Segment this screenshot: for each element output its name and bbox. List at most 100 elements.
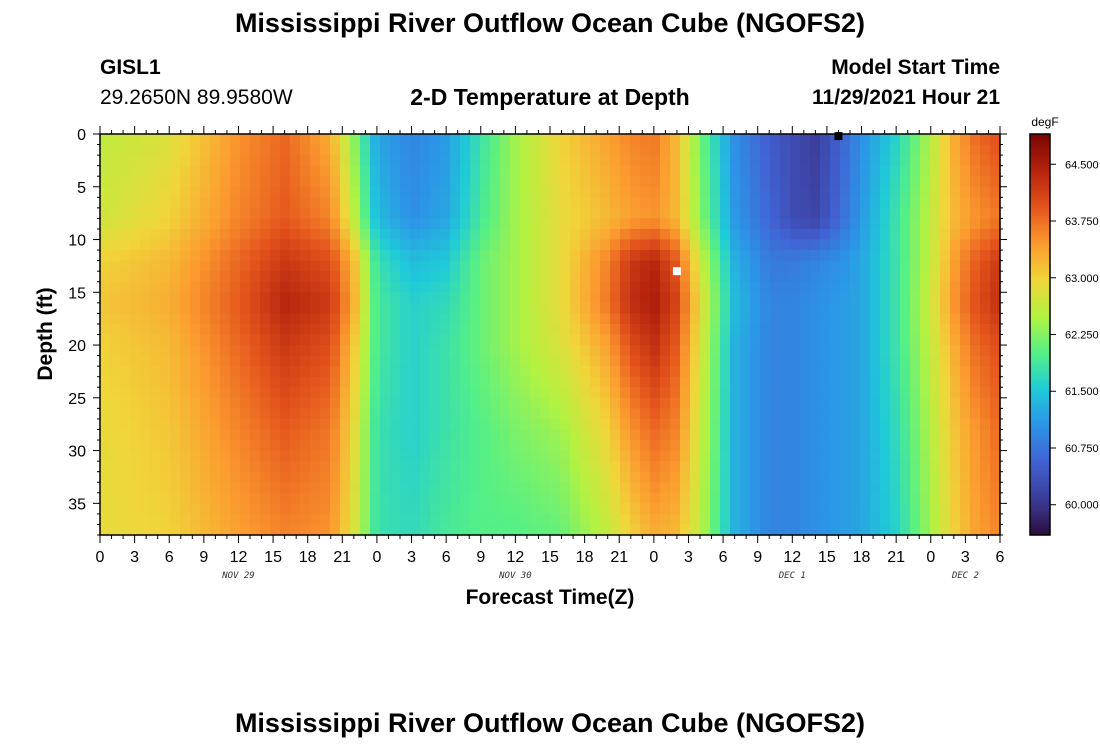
heatmap-cell	[460, 186, 471, 198]
heatmap-cell	[450, 218, 461, 230]
heatmap-cell	[850, 228, 861, 241]
heatmap-cell	[140, 397, 151, 409]
heatmap-cell	[910, 281, 921, 293]
heatmap-cell	[370, 271, 381, 283]
heatmap-cell	[650, 197, 661, 209]
heatmap-cell	[970, 155, 981, 167]
heatmap-cell	[600, 197, 611, 209]
heatmap-cell	[720, 165, 731, 177]
heatmap-cell	[240, 218, 251, 230]
heatmap-cell	[430, 186, 441, 198]
heatmap-cell	[530, 524, 541, 536]
heatmap-cell	[810, 513, 821, 526]
heatmap-cell	[260, 450, 271, 462]
heatmap-cell	[340, 418, 351, 431]
heatmap-cell	[250, 250, 261, 262]
heatmap-cell	[400, 366, 411, 378]
heatmap-cell	[920, 176, 931, 188]
heatmap-cell	[410, 408, 421, 420]
heatmap-cell	[610, 334, 621, 346]
heatmap-cell	[990, 397, 1001, 409]
heatmap-cell	[130, 513, 141, 526]
heatmap-cell	[760, 228, 771, 241]
heatmap-cell	[280, 165, 291, 177]
heatmap-cell	[420, 313, 431, 325]
heatmap-cell	[340, 376, 351, 388]
heatmap-cell	[780, 366, 791, 378]
heatmap-cell	[230, 387, 241, 399]
heatmap-cell	[390, 165, 401, 177]
heatmap-cell	[670, 302, 681, 314]
heatmap-cell	[630, 134, 641, 146]
heatmap-cell	[130, 450, 141, 462]
heatmap-cell	[410, 155, 421, 167]
heatmap-cell	[200, 345, 211, 357]
heatmap-cell	[810, 387, 821, 399]
heatmap-cell	[840, 450, 851, 462]
heatmap-cell	[160, 218, 171, 230]
heatmap-cell	[790, 313, 801, 325]
heatmap-cell	[450, 155, 461, 167]
heatmap-cell	[570, 418, 581, 431]
heatmap-cell	[310, 271, 321, 283]
heatmap-cell	[210, 228, 221, 241]
heatmap-cell	[290, 292, 301, 304]
heatmap-cell	[940, 345, 951, 357]
heatmap-cell	[620, 345, 631, 357]
heatmap-cell	[850, 397, 861, 409]
heatmap-cell	[260, 387, 271, 399]
heatmap-cell	[890, 271, 901, 283]
heatmap-cell	[650, 302, 661, 314]
heatmap-cell	[340, 134, 351, 146]
heatmap-cell	[120, 450, 131, 462]
heatmap-cell	[340, 281, 351, 293]
heatmap-cell	[660, 461, 671, 473]
heatmap-cell	[310, 418, 321, 431]
heatmap-cell	[920, 366, 931, 378]
heatmap-cell	[960, 197, 971, 209]
heatmap-cell	[850, 218, 861, 230]
heatmap-cell	[600, 376, 611, 388]
heatmap-cell	[130, 376, 141, 388]
heatmap-cell	[490, 323, 501, 336]
heatmap-cell	[820, 503, 831, 515]
heatmap-cell	[710, 387, 721, 399]
heatmap-cell	[520, 461, 531, 473]
heatmap-cell	[100, 176, 111, 188]
heatmap-cell	[350, 302, 361, 314]
heatmap-cell	[900, 302, 911, 314]
heatmap-cell	[290, 482, 301, 494]
x-tick-label: 18	[576, 549, 594, 566]
heatmap-cell	[720, 513, 731, 526]
heatmap-cell	[250, 144, 261, 156]
heatmap-cell	[120, 239, 131, 251]
heatmap-cell	[480, 323, 491, 336]
heatmap-cell	[300, 207, 311, 220]
heatmap-cell	[570, 313, 581, 325]
heatmap-cell	[640, 313, 651, 325]
heatmap-cell	[510, 376, 521, 388]
heatmap-cell	[230, 482, 241, 494]
heatmap-cell	[730, 450, 741, 462]
heatmap-cell	[420, 292, 431, 304]
heatmap-cell	[710, 440, 721, 452]
heatmap-cell	[980, 271, 991, 283]
heatmap-cell	[130, 471, 141, 483]
heatmap-cell	[460, 260, 471, 272]
heatmap-cell	[190, 397, 201, 409]
heatmap-cell	[840, 345, 851, 357]
heatmap-cell	[360, 144, 371, 156]
heatmap-cell	[890, 355, 901, 367]
heatmap-cell	[390, 176, 401, 188]
heatmap-cell	[250, 302, 261, 314]
heatmap-cell	[620, 155, 631, 167]
heatmap-cell	[410, 334, 421, 346]
heatmap-cell	[220, 207, 231, 220]
heatmap-cell	[450, 355, 461, 367]
heatmap-cell	[630, 408, 641, 420]
heatmap-cell	[590, 429, 601, 441]
heatmap-cell	[970, 271, 981, 283]
heatmap-cell	[140, 271, 151, 283]
heatmap-cell	[810, 429, 821, 441]
heatmap-cell	[660, 271, 671, 283]
